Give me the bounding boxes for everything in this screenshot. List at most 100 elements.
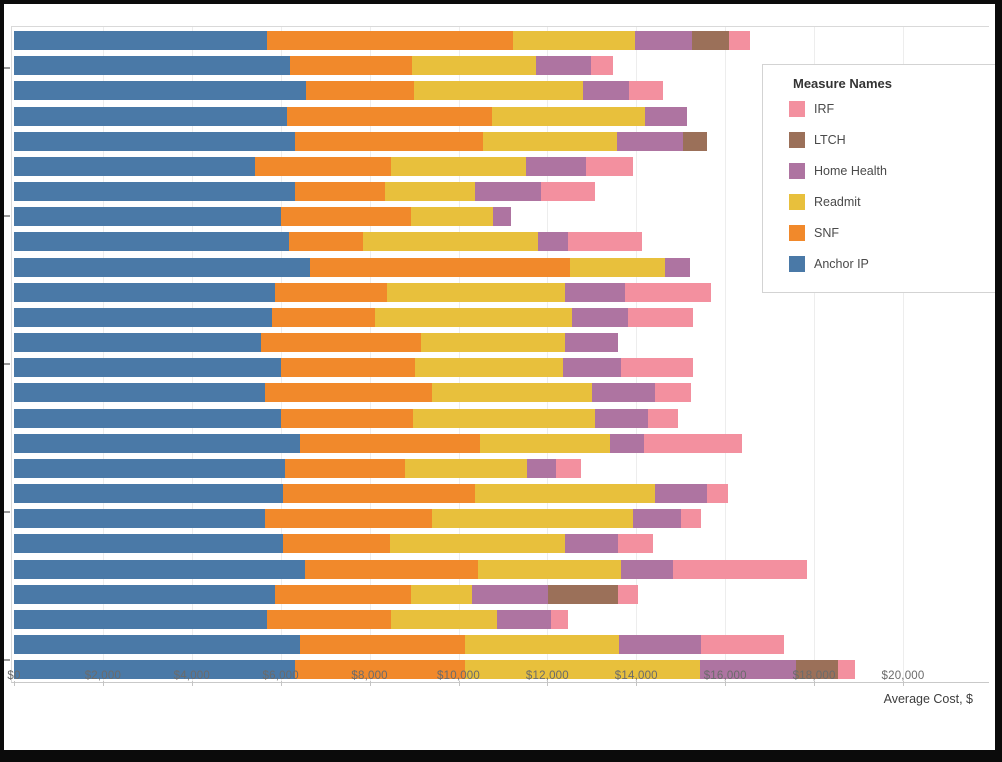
bar-segment-home-health bbox=[620, 559, 673, 579]
legend-title: Measure Names bbox=[793, 76, 892, 91]
bar-segment-readmit bbox=[569, 257, 666, 277]
x-axis-tick-label: $2,000 bbox=[84, 670, 122, 682]
legend-item-ltch: LTCH bbox=[789, 132, 995, 148]
bar-segment-readmit bbox=[411, 56, 537, 76]
bar-segment-home-health bbox=[571, 307, 629, 327]
legend-label: Readmit bbox=[814, 195, 861, 209]
bar-segment-anchor-ip bbox=[14, 383, 266, 403]
x-axis-tick bbox=[102, 681, 104, 686]
bar-segment-home-health bbox=[595, 408, 649, 428]
legend-swatch bbox=[789, 256, 805, 272]
legend-label: LTCH bbox=[814, 133, 846, 147]
bar-segment-snf bbox=[260, 333, 421, 353]
bar-segment-anchor-ip bbox=[14, 660, 296, 680]
gridline bbox=[369, 27, 371, 682]
bar-segment-snf bbox=[288, 232, 363, 252]
x-axis-tick-label: $4,000 bbox=[173, 670, 210, 682]
x-axis-tick bbox=[191, 681, 193, 686]
x-axis-tick-label: $20,000 bbox=[881, 670, 925, 682]
bar-segment-snf bbox=[267, 609, 391, 629]
bar-segment-anchor-ip bbox=[14, 509, 266, 529]
bar-segment-home-health bbox=[699, 660, 797, 680]
bar-segment-snf bbox=[280, 408, 413, 428]
bar-segment-home-health bbox=[537, 232, 568, 252]
bar-segment-home-health bbox=[582, 81, 629, 101]
bar-segment-home-health bbox=[565, 282, 626, 302]
bar-row bbox=[14, 307, 693, 327]
bar-segment-readmit bbox=[390, 609, 498, 629]
bar-segment-anchor-ip bbox=[14, 257, 310, 277]
bar-segment-home-health bbox=[665, 257, 690, 277]
bar-segment-home-health bbox=[492, 207, 511, 227]
bar-row bbox=[14, 207, 511, 227]
legend-swatch bbox=[789, 194, 805, 210]
x-axis-tick-label: $10,000 bbox=[437, 670, 480, 682]
bar-segment-readmit bbox=[431, 509, 633, 529]
x-axis-tick-label: $14,000 bbox=[614, 670, 658, 682]
bar-segment-readmit bbox=[431, 383, 592, 403]
y-axis-tick bbox=[4, 363, 10, 365]
bar-segment-irf bbox=[618, 584, 639, 604]
x-axis-tick bbox=[458, 681, 460, 686]
bar-segment-irf bbox=[628, 307, 693, 327]
gridline bbox=[814, 27, 816, 682]
bar-segment-home-health bbox=[655, 484, 708, 504]
x-axis-tick bbox=[14, 681, 15, 686]
x-axis-title: Average Cost, $ bbox=[883, 692, 973, 706]
legend-item-irf: IRF bbox=[789, 101, 995, 117]
bar-segment-readmit bbox=[390, 156, 527, 176]
bar-segment-irf bbox=[648, 408, 679, 428]
bar-segment-readmit bbox=[478, 559, 621, 579]
bar-segment-readmit bbox=[475, 484, 656, 504]
legend-item-snf: SNF bbox=[789, 225, 995, 241]
legend-item-readmit: Readmit bbox=[789, 194, 995, 210]
bar-segment-anchor-ip bbox=[14, 358, 281, 378]
bar-segment-anchor-ip bbox=[14, 131, 296, 151]
bar-segment-snf bbox=[282, 484, 476, 504]
bar-segment-irf bbox=[700, 635, 785, 655]
x-axis-tick-label: $8,000 bbox=[351, 670, 388, 682]
legend-label: SNF bbox=[814, 226, 839, 240]
bar-row bbox=[14, 232, 642, 252]
bar-segment-snf bbox=[280, 207, 411, 227]
bar-segment-ltch bbox=[796, 660, 839, 680]
bar-segment-snf bbox=[275, 282, 388, 302]
gridline bbox=[547, 27, 549, 682]
bar-segment-irf bbox=[655, 383, 691, 403]
bar-row bbox=[14, 56, 613, 76]
bar-segment-snf bbox=[280, 358, 416, 378]
legend-item-anchor-ip: Anchor IP bbox=[789, 256, 995, 272]
bar-segment-irf bbox=[618, 534, 653, 554]
bar-segment-irf bbox=[620, 358, 693, 378]
bar-segment-readmit bbox=[465, 660, 700, 680]
gridline bbox=[725, 27, 727, 682]
bar-segment-home-health bbox=[632, 509, 681, 529]
bar-segment-readmit bbox=[389, 534, 566, 554]
legend-swatch bbox=[789, 132, 805, 148]
x-axis-tick-label: $6,000 bbox=[262, 670, 299, 682]
x-axis-tick-label: $16,000 bbox=[703, 670, 747, 682]
bar-row bbox=[14, 282, 711, 302]
x-axis-tick bbox=[903, 681, 904, 686]
bar-segment-irf bbox=[556, 458, 581, 478]
bar-segment-anchor-ip bbox=[14, 81, 307, 101]
bar-segment-snf bbox=[267, 31, 513, 50]
bar-segment-home-health bbox=[645, 106, 688, 126]
bar-segment-snf bbox=[295, 131, 483, 151]
bar-row bbox=[14, 333, 619, 353]
x-axis-tick bbox=[547, 681, 549, 686]
bar-segment-snf bbox=[287, 106, 492, 126]
bar-row bbox=[14, 660, 856, 680]
bar-segment-anchor-ip bbox=[14, 534, 283, 554]
bar-segment-snf bbox=[295, 182, 386, 202]
bar-row bbox=[14, 484, 729, 504]
bar-segment-readmit bbox=[363, 232, 538, 252]
bar-segment-snf bbox=[306, 81, 415, 101]
bar-segment-irf bbox=[625, 282, 711, 302]
bar-row bbox=[14, 534, 653, 554]
bar-row bbox=[14, 609, 569, 629]
legend-swatch bbox=[789, 163, 805, 179]
bar-segment-readmit bbox=[412, 408, 596, 428]
bar-segment-home-health bbox=[618, 635, 701, 655]
bar-segment-snf bbox=[265, 509, 432, 529]
